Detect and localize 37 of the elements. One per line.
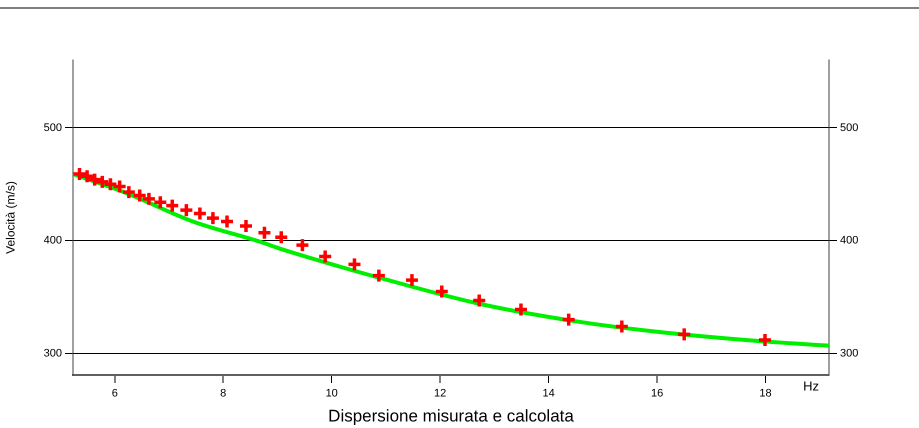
point	[294, 237, 310, 253]
point	[274, 230, 290, 246]
point	[317, 248, 333, 264]
x-tick-label: 6	[112, 388, 118, 400]
point	[471, 292, 487, 308]
point	[256, 224, 272, 240]
y-tick-label: 500	[44, 122, 62, 134]
x-tick-label: 12	[434, 388, 446, 400]
point	[152, 194, 168, 210]
x-tick-label: 14	[542, 388, 555, 400]
x-axis-title: Hz	[803, 378, 819, 394]
point	[614, 318, 630, 334]
text: Dispersione misurata e calcolata	[328, 406, 574, 426]
y-tick-label: 300	[44, 348, 62, 360]
point	[178, 202, 194, 218]
point	[513, 302, 529, 318]
point	[676, 326, 692, 342]
x-tick-label: 10	[326, 388, 338, 400]
point	[560, 312, 576, 328]
point	[371, 268, 387, 284]
point	[164, 198, 180, 214]
y-tick-label: 400	[44, 234, 62, 247]
point	[192, 206, 208, 222]
y2-tick-label: 300	[840, 348, 858, 360]
x-tick-label: 18	[759, 388, 772, 400]
point	[205, 210, 221, 226]
point	[238, 218, 254, 234]
point	[404, 272, 420, 288]
y2-tick-label: 500	[840, 122, 858, 134]
x-tick-label: 8	[220, 388, 226, 400]
point	[434, 284, 450, 300]
point	[346, 256, 362, 272]
point	[757, 332, 773, 348]
y2-tick-label: 400	[840, 234, 858, 247]
point	[219, 214, 235, 230]
x-tick-label: 16	[650, 388, 664, 400]
y-axis-title: Velocità (m/s)	[4, 181, 18, 254]
